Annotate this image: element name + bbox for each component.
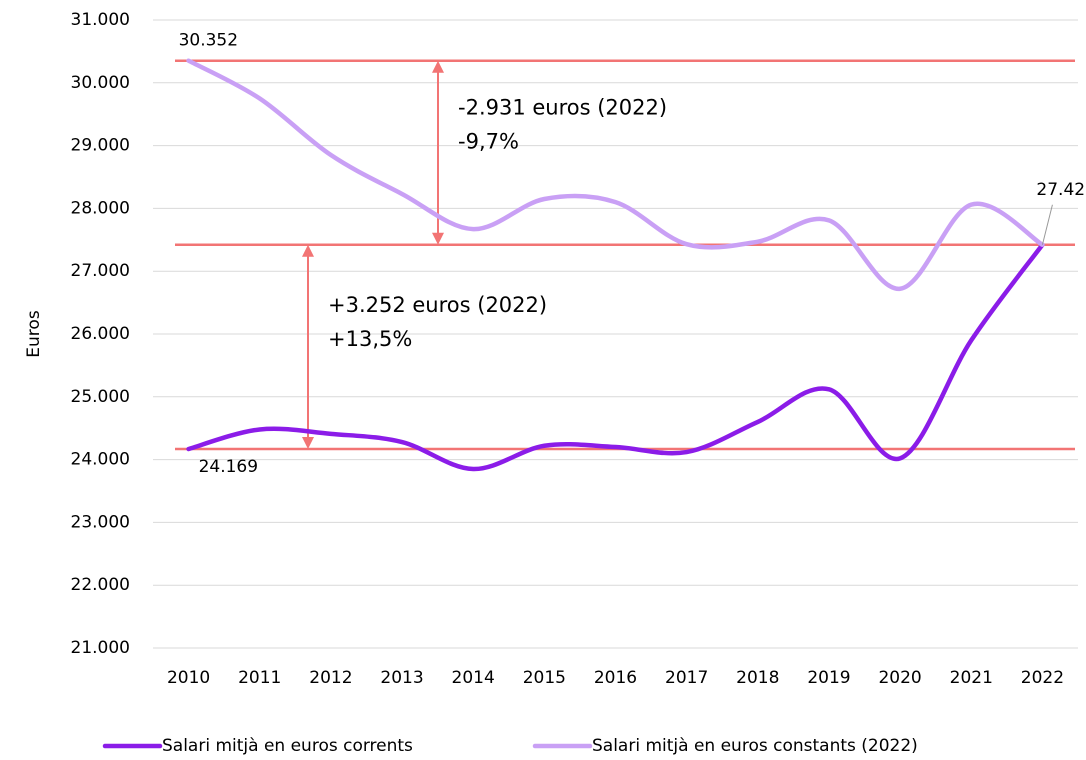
y-tick-label: 29.000: [71, 136, 130, 156]
y-tick-label: 27.000: [71, 261, 130, 281]
data-label: 30.352: [179, 31, 238, 51]
x-tick-label: 2018: [736, 668, 779, 688]
x-tick-label: 2022: [1021, 668, 1064, 688]
y-tick-label: 23.000: [71, 512, 130, 532]
y-tick-label: 22.000: [71, 575, 130, 595]
y-tick-label: 24.000: [71, 450, 130, 470]
arrow-head: [302, 436, 314, 449]
y-tick-label: 28.000: [71, 198, 130, 218]
data-label: 24.169: [199, 457, 258, 477]
y-tick-label: 30.000: [71, 73, 130, 93]
x-tick-label: 2016: [594, 668, 637, 688]
x-tick-label: 2012: [309, 668, 352, 688]
x-tick-label: 2015: [523, 668, 566, 688]
annotation: +3.252 euros (2022): [328, 293, 547, 317]
annotation: +13,5%: [328, 327, 412, 351]
x-tick-label: 2010: [167, 668, 210, 688]
y-tick-label: 31.000: [71, 10, 130, 30]
arrow-head: [432, 60, 444, 73]
x-tick-label: 2021: [950, 668, 993, 688]
annotation: -2.931 euros (2022): [458, 96, 667, 120]
line-series: [186, 242, 1045, 472]
y-tick-label: 25.000: [71, 387, 130, 407]
y-axis-label: Euros: [24, 310, 44, 358]
label-leader: [1041, 204, 1053, 245]
x-tick-label: 2017: [665, 668, 708, 688]
x-tick-label: 2020: [878, 668, 921, 688]
x-tick-label: 2014: [452, 668, 495, 688]
x-tick-label: 2013: [380, 668, 423, 688]
annotation: -9,7%: [458, 130, 519, 154]
line-series: [186, 58, 1045, 292]
legend-label: Salari mitjà en euros corrents: [162, 736, 413, 756]
y-tick-label: 26.000: [71, 324, 130, 344]
arrow-head: [302, 244, 314, 257]
x-tick-label: 2011: [238, 668, 281, 688]
data-label: 27.421: [1036, 180, 1086, 200]
y-tick-label: 21.000: [71, 638, 130, 658]
arrow-head: [432, 232, 444, 245]
x-tick-label: 2019: [807, 668, 850, 688]
legend-label: Salari mitjà en euros constants (2022): [592, 736, 918, 756]
